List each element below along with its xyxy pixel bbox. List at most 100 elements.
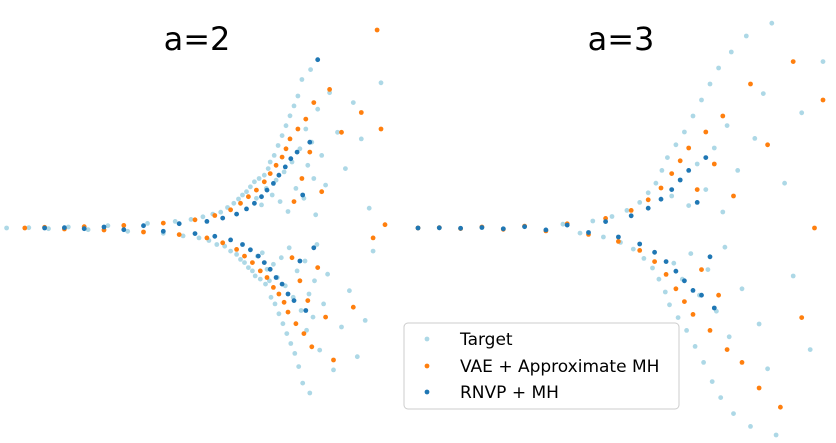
point-rnvp-8 — [586, 230, 591, 235]
point-target-50 — [722, 244, 728, 250]
point-target-90 — [312, 278, 317, 284]
point-rnvp-12 — [637, 241, 643, 247]
point-target-42 — [705, 267, 711, 272]
point-vae-16 — [242, 253, 247, 259]
point-target-7 — [145, 221, 150, 226]
point-rnvp-21 — [264, 187, 270, 193]
point-target-6 — [125, 228, 131, 234]
point-target-1 — [26, 225, 32, 231]
point-target-91 — [313, 212, 319, 218]
point-target-106 — [354, 354, 360, 360]
point-target-67 — [799, 110, 805, 116]
point-rnvp-23 — [271, 181, 276, 186]
point-target-62 — [765, 366, 770, 372]
point-target-47 — [269, 192, 275, 198]
point-vae-13 — [645, 197, 651, 203]
point-target-7 — [560, 221, 566, 227]
point-target-99 — [327, 90, 332, 96]
point-target-78 — [300, 380, 306, 386]
point-target-24 — [238, 257, 243, 262]
point-target-102 — [339, 324, 344, 330]
point-vae-25 — [273, 162, 279, 168]
point-target-27 — [673, 142, 679, 148]
point-target-21 — [231, 200, 237, 206]
point-rnvp-34 — [303, 308, 309, 313]
point-vae-9 — [192, 217, 198, 223]
point-target-88 — [310, 314, 316, 320]
point-vae-43 — [311, 100, 317, 105]
point-vae-34 — [293, 321, 299, 327]
point-vae-27 — [279, 154, 285, 160]
point-rnvp-17 — [252, 200, 257, 206]
panel-title-a2: a=2 — [164, 20, 231, 58]
point-vae-54 — [378, 126, 384, 132]
point-target-50 — [272, 301, 278, 307]
point-target-55 — [277, 199, 283, 205]
point-target-26 — [242, 260, 247, 265]
point-rnvp-3 — [101, 224, 107, 230]
point-target-35 — [256, 176, 262, 181]
point-target-71 — [293, 186, 299, 191]
point-target-45 — [267, 159, 273, 165]
point-vae-36 — [297, 278, 303, 284]
point-target-3 — [65, 224, 71, 230]
point-rnvp-37 — [315, 57, 321, 63]
point-rnvp-5 — [522, 224, 527, 230]
point-target-89 — [311, 176, 317, 181]
point-vae-12 — [637, 248, 643, 253]
point-vae-38 — [799, 315, 805, 320]
point-rnvp-14 — [652, 249, 657, 255]
point-target-26 — [671, 260, 677, 266]
point-rnvp-19 — [259, 194, 264, 200]
point-target-9 — [172, 219, 178, 224]
point-target-20 — [228, 248, 234, 254]
point-rnvp-0 — [415, 225, 421, 231]
point-rnvp-5 — [141, 223, 146, 229]
point-target-34 — [688, 251, 694, 256]
point-target-57 — [743, 33, 749, 39]
point-rnvp-18 — [255, 253, 261, 259]
point-target-53 — [728, 49, 734, 55]
point-target-55 — [735, 168, 741, 173]
point-vae-53 — [374, 27, 380, 33]
point-target-39 — [699, 97, 704, 103]
point-target-17 — [218, 209, 224, 215]
point-vae-15 — [238, 200, 243, 206]
point-target-83 — [305, 162, 311, 168]
point-rnvp-13 — [234, 211, 240, 217]
point-target-92 — [314, 242, 320, 247]
point-target-104 — [347, 288, 352, 294]
point-target-81 — [303, 126, 309, 132]
point-vae-29 — [283, 146, 289, 152]
point-target-48 — [271, 261, 276, 267]
point-vae-33 — [291, 199, 297, 205]
point-rnvp-36 — [311, 245, 317, 251]
point-target-69 — [820, 59, 826, 64]
point-target-51 — [273, 177, 279, 183]
point-rnvp-14 — [240, 242, 245, 247]
point-vae-30 — [724, 347, 730, 352]
point-target-21 — [659, 168, 665, 173]
point-target-77 — [299, 77, 305, 82]
point-rnvp-32 — [297, 258, 303, 264]
point-target-33 — [254, 195, 259, 201]
point-target-16 — [641, 256, 647, 261]
point-target-108 — [362, 318, 368, 323]
point-target-73 — [295, 93, 301, 99]
point-target-5 — [105, 223, 111, 229]
point-vae-23 — [694, 187, 700, 193]
point-target-44 — [709, 379, 715, 384]
point-rnvp-11 — [628, 213, 634, 219]
point-target-82 — [304, 327, 309, 333]
point-target-66 — [790, 273, 796, 279]
point-target-43 — [265, 166, 271, 172]
point-target-65 — [287, 113, 293, 119]
point-vae-8 — [176, 232, 182, 238]
point-target-4 — [85, 227, 91, 233]
point-target-18 — [650, 265, 655, 271]
point-target-66 — [288, 341, 294, 346]
point-target-84 — [306, 291, 312, 297]
point-vae-28 — [716, 292, 721, 298]
point-vae-14 — [652, 259, 657, 264]
